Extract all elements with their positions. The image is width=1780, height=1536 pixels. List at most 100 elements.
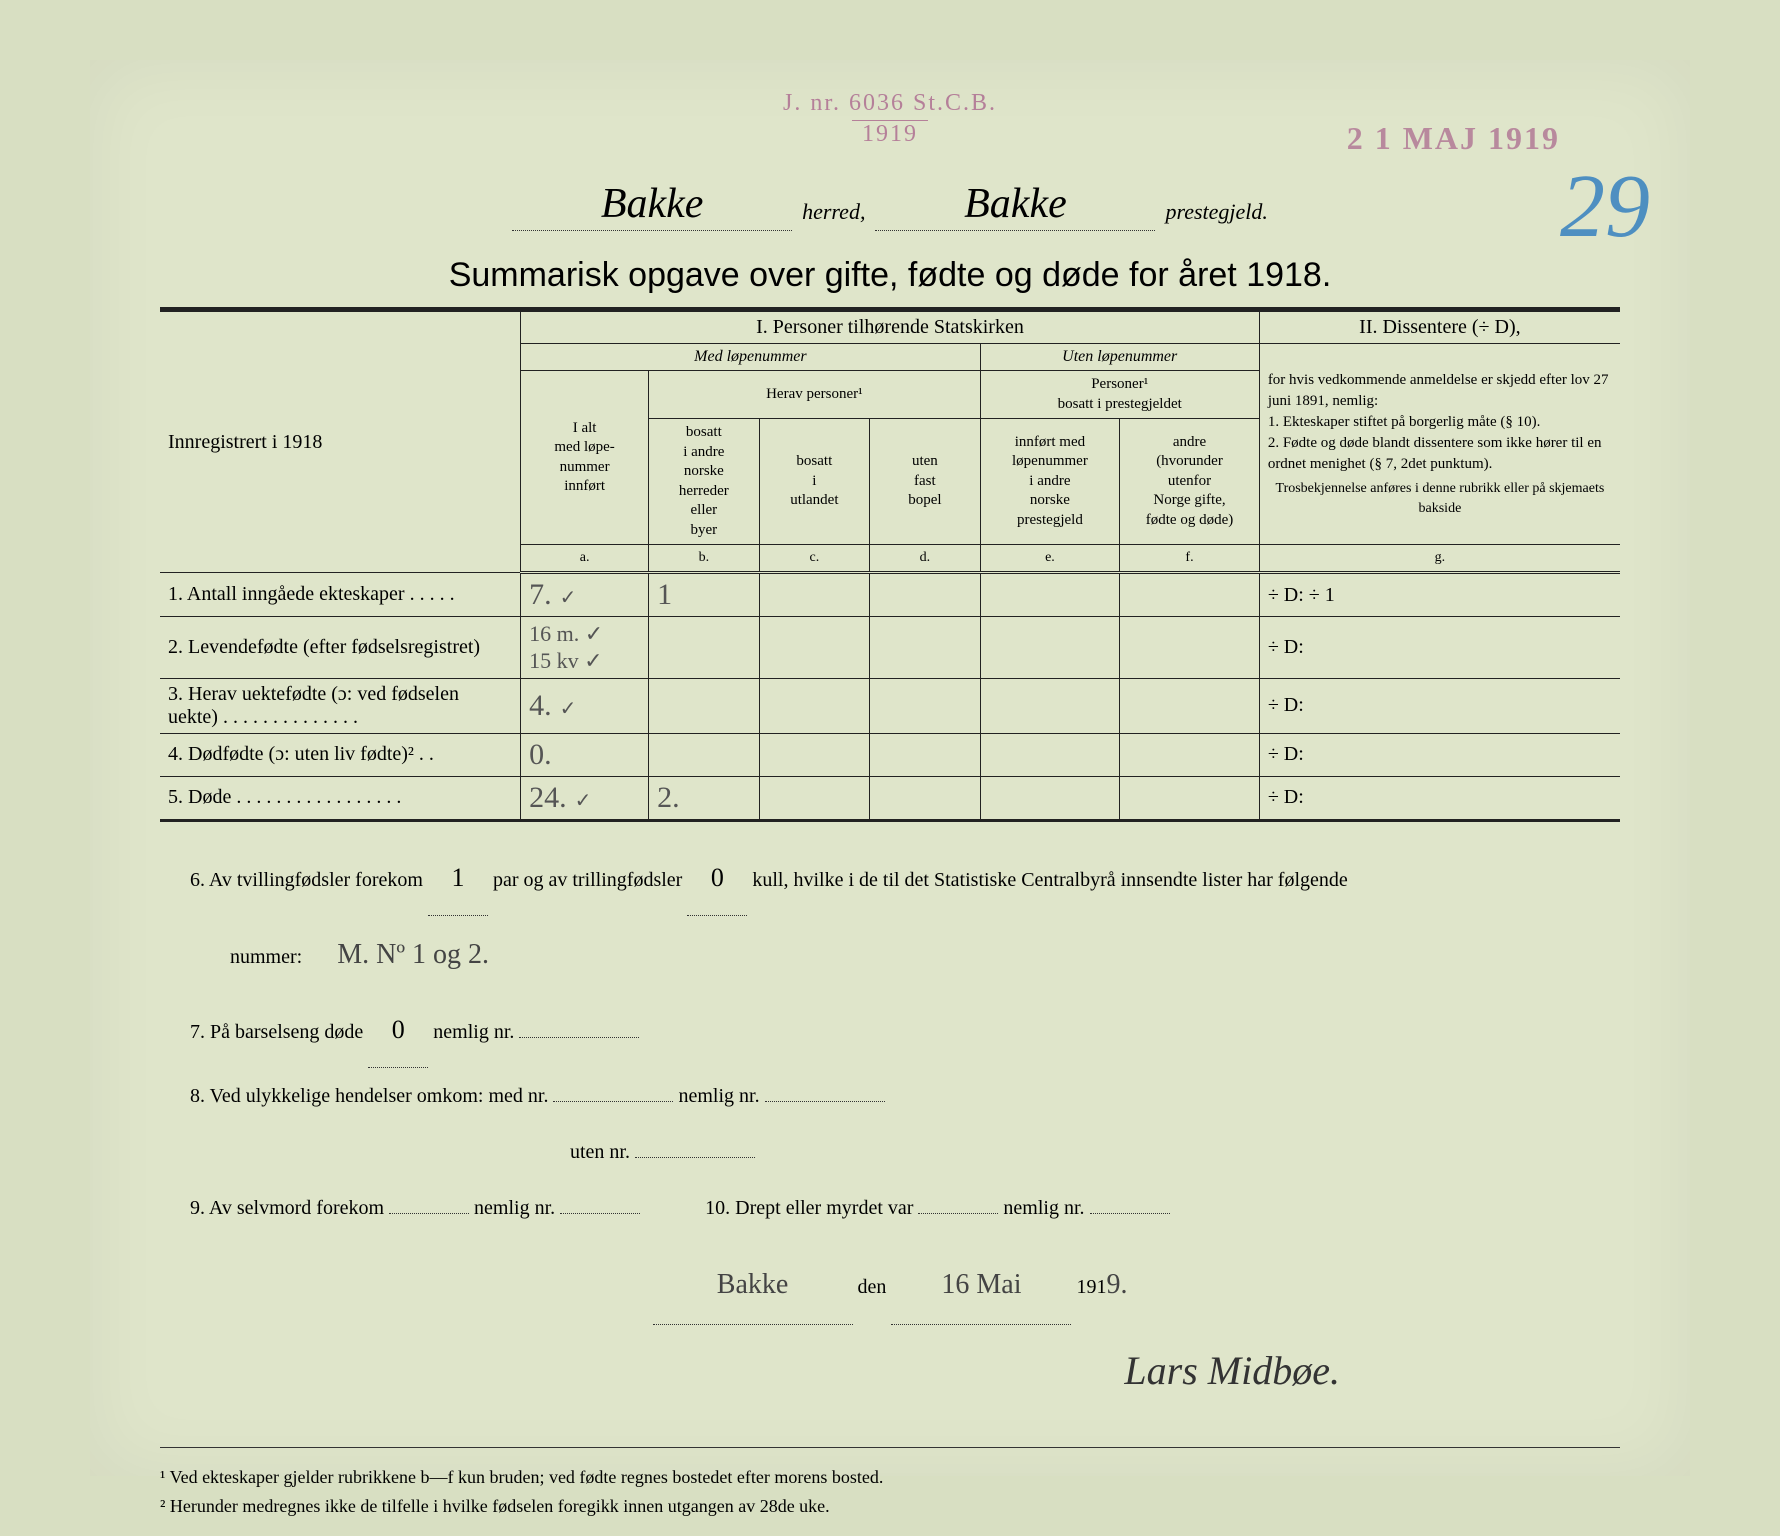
line7-post: nemlig nr. bbox=[433, 1021, 514, 1043]
line8-uten: uten nr. bbox=[570, 1141, 630, 1163]
line8-pre: 8. Ved ulykkelige hendelser omkom: med n… bbox=[190, 1085, 548, 1107]
row4-g: ÷ D: bbox=[1259, 733, 1620, 776]
row1-d bbox=[870, 573, 981, 617]
letter-g: g. bbox=[1259, 545, 1620, 573]
table-row: 3. Herav uektefødte (ɔ: ved fødselen uek… bbox=[160, 678, 1620, 733]
line8: 8. Ved ulykkelige hendelser omkom: med n… bbox=[190, 1068, 1590, 1124]
letter-c: c. bbox=[759, 545, 870, 573]
col-left-head: Innregistrert i 1918 bbox=[160, 312, 521, 573]
row5-label: 5. Døde . . . . . . . . . . . . . . . . … bbox=[160, 776, 521, 820]
line8-mid: nemlig nr. bbox=[678, 1085, 759, 1107]
row3-c bbox=[759, 678, 870, 733]
line9-blank1 bbox=[389, 1213, 469, 1214]
table-row: 1. Antall inngåede ekteskaper . . . . . … bbox=[160, 573, 1620, 617]
row2-label: 2. Levendefødte (efter fødselsregistret) bbox=[160, 617, 521, 679]
row5-d bbox=[870, 776, 981, 820]
journal-stamp: J. nr. 6036 St.C.B. 1919 bbox=[783, 90, 997, 149]
letter-b: b. bbox=[649, 545, 760, 573]
line9-10: 9. Av selvmord forekom nemlig nr. 10. Dr… bbox=[190, 1180, 1590, 1236]
col-a-head: I alt med løpe- nummer innført bbox=[521, 371, 649, 545]
table-row: 2. Levendefødte (efter fødselsregistret)… bbox=[160, 617, 1620, 679]
row1-g: ÷ D: ÷ 1 bbox=[1259, 573, 1620, 617]
line9-blank2 bbox=[560, 1213, 640, 1214]
line10-pre: 10. Drept eller myrdet var bbox=[705, 1197, 913, 1219]
row5-f bbox=[1120, 776, 1260, 820]
diss-text-small: Trosbekjennelse anføres i denne rubrikk … bbox=[1268, 479, 1612, 518]
row5-g: ÷ D: bbox=[1259, 776, 1620, 820]
line6-triplets: 0 bbox=[687, 842, 747, 916]
herav-head: Herav personer¹ bbox=[649, 371, 981, 419]
row1-label: 1. Antall inngåede ekteskaper . . . . . bbox=[160, 573, 521, 617]
row1-a: 7.✓ bbox=[521, 573, 649, 617]
row5-c bbox=[759, 776, 870, 820]
diss-text-body: for hvis vedkommende anmeldelse er skjed… bbox=[1268, 372, 1609, 472]
col-d-head: uten fast bopel bbox=[870, 419, 981, 545]
line8b: uten nr. bbox=[190, 1124, 1590, 1180]
line7-val: 0 bbox=[368, 994, 428, 1068]
line6-hand: M. Nº 1 og 2. bbox=[337, 939, 489, 970]
line7-pre: 7. På barselseng døde bbox=[190, 1021, 363, 1043]
row4-c bbox=[759, 733, 870, 776]
row2-a: 16 m. ✓ 15 kv ✓ bbox=[521, 617, 649, 679]
line9-mid: nemlig nr. bbox=[474, 1197, 555, 1219]
line6: 6. Av tvillingfødsler forekom 1 par og a… bbox=[190, 842, 1590, 916]
line10-blank1 bbox=[918, 1213, 998, 1214]
line8-blank2 bbox=[765, 1101, 885, 1102]
line7: 7. På barselseng døde 0 nemlig nr. bbox=[190, 994, 1590, 1068]
line10-blank2 bbox=[1090, 1213, 1170, 1214]
col-c-head: bosatt i utlandet bbox=[759, 419, 870, 545]
row1-b: 1 bbox=[649, 573, 760, 617]
personer-head: Personer¹ bosatt i prestegjeldet bbox=[980, 371, 1259, 419]
row4-f bbox=[1120, 733, 1260, 776]
prestegjeld-label: prestegjeld. bbox=[1165, 199, 1267, 231]
main-table: Innregistrert i 1918 I. Personer tilhøre… bbox=[160, 311, 1620, 822]
journal-stamp-line1: J. nr. 6036 St.C.B. bbox=[783, 90, 997, 117]
row3-e bbox=[980, 678, 1120, 733]
letter-d: d. bbox=[870, 545, 981, 573]
row2-f bbox=[1120, 617, 1260, 679]
letter-f: f. bbox=[1120, 545, 1260, 573]
col-b-head: bosatt i andre norske herreder eller bye… bbox=[649, 419, 760, 545]
med-lope-head: Med løpenummer bbox=[521, 344, 981, 371]
table-row: 4. Dødfødte (ɔ: uten liv fødte)² . . 0. … bbox=[160, 733, 1620, 776]
row5-b: 2. bbox=[649, 776, 760, 820]
section1-head: I. Personer tilhørende Statskirken bbox=[521, 312, 1260, 344]
line8-blank1 bbox=[553, 1101, 673, 1102]
row2-c bbox=[759, 617, 870, 679]
row1-e bbox=[980, 573, 1120, 617]
journal-stamp-line2: 1919 bbox=[852, 120, 928, 148]
line6-nummer-label: nummer: bbox=[230, 946, 302, 968]
signature-line: Bakke den 16 Mai 1919. bbox=[190, 1246, 1590, 1325]
header-line: Bakke herred, Bakke prestegjeld. bbox=[160, 180, 1620, 231]
herred-value: Bakke bbox=[512, 180, 792, 231]
herred-label: herred, bbox=[802, 199, 865, 231]
sig-year: 1919. bbox=[1076, 1276, 1127, 1298]
row3-label: 3. Herav uektefødte (ɔ: ved fødselen uek… bbox=[160, 678, 521, 733]
lower-section: 6. Av tvillingfødsler forekom 1 par og a… bbox=[160, 842, 1620, 1427]
row3-f bbox=[1120, 678, 1260, 733]
line6-post: kull, hvilke i de til det Statistiske Ce… bbox=[752, 869, 1347, 891]
line6-mid1: par og av trillingfødsler bbox=[493, 869, 682, 891]
row2-e bbox=[980, 617, 1120, 679]
row3-g: ÷ D: bbox=[1259, 678, 1620, 733]
row4-label: 4. Dødfødte (ɔ: uten liv fødte)² . . bbox=[160, 733, 521, 776]
line7-blank bbox=[519, 1037, 639, 1038]
document-title: Summarisk opgave over gifte, fødte og dø… bbox=[160, 256, 1620, 295]
table-row: 5. Døde . . . . . . . . . . . . . . . . … bbox=[160, 776, 1620, 820]
line10-mid: nemlig nr. bbox=[1003, 1197, 1084, 1219]
row2-b bbox=[649, 617, 760, 679]
row1-f bbox=[1120, 573, 1260, 617]
line6b: nummer: M. Nº 1 og 2. bbox=[190, 916, 1590, 994]
row3-a: 4.✓ bbox=[521, 678, 649, 733]
row2-d bbox=[870, 617, 981, 679]
section2-head: II. Dissentere (÷ D), bbox=[1259, 312, 1620, 344]
sig-place: Bakke bbox=[653, 1246, 853, 1325]
footnotes: ¹ Ved ekteskaper gjelder rubrikkene b—f … bbox=[160, 1447, 1620, 1521]
letter-e: e. bbox=[980, 545, 1120, 573]
row3-b bbox=[649, 678, 760, 733]
page-number: 29 bbox=[1560, 155, 1650, 258]
row5-e bbox=[980, 776, 1120, 820]
col-f-head: andre (hvorunder utenfor Norge gifte, fø… bbox=[1120, 419, 1260, 545]
row4-b bbox=[649, 733, 760, 776]
document-paper: J. nr. 6036 St.C.B. 1919 2 1 MAJ 1919 29… bbox=[90, 60, 1690, 1476]
